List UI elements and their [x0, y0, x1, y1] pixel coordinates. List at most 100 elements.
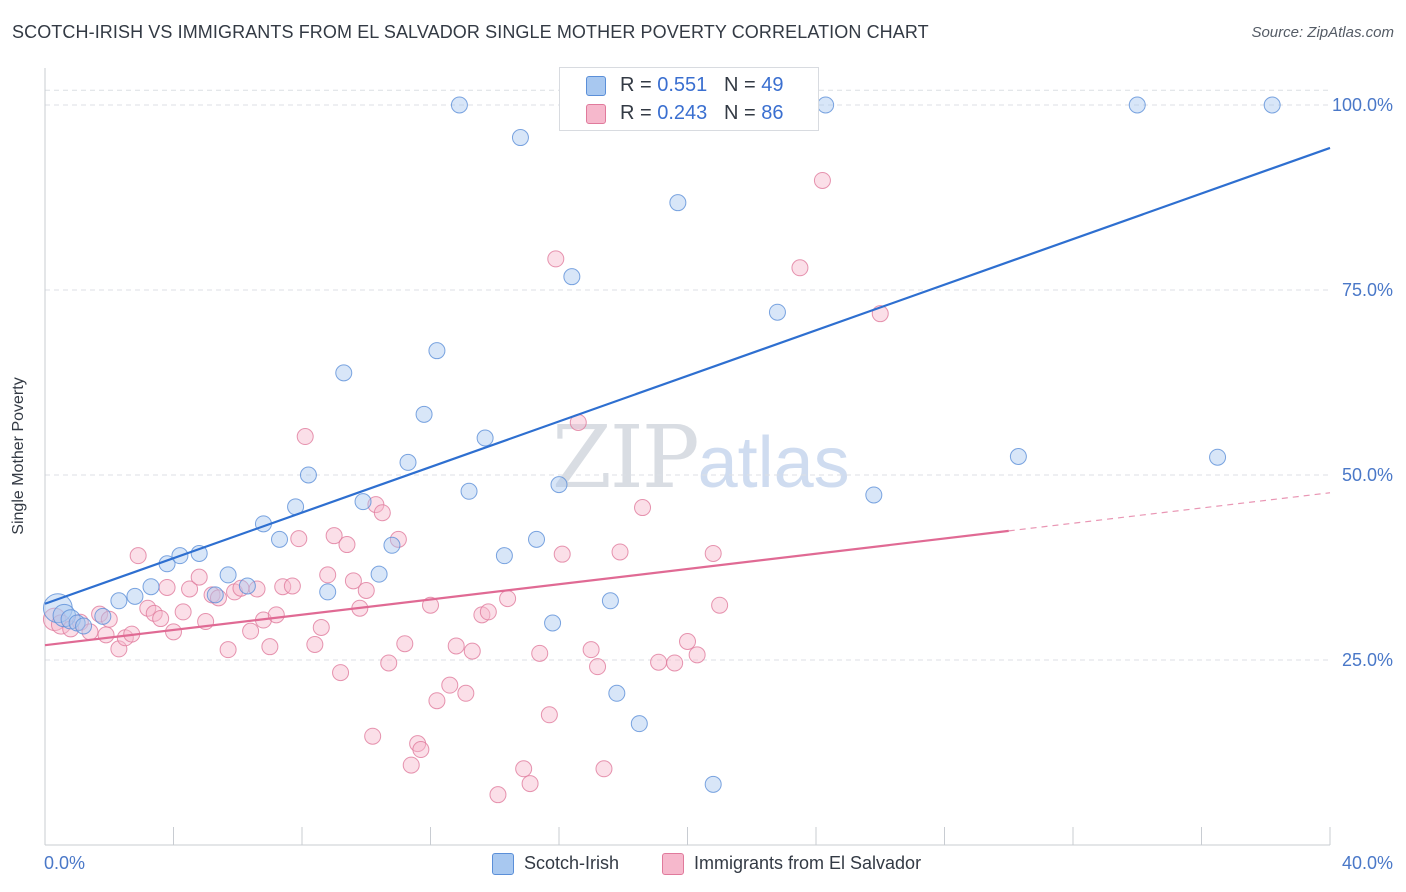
- y-tick-label: 75.0%: [1342, 280, 1393, 300]
- el-salvador-point: [91, 605, 109, 623]
- scotch-irish-point: [601, 592, 619, 610]
- el-salvador-point: [261, 638, 279, 656]
- el-salvador-point: [158, 578, 176, 596]
- scotch-irish-trend-line: [44, 146, 1331, 605]
- scotch-irish-point: [1128, 96, 1146, 114]
- el-salvador-point: [813, 171, 831, 189]
- el-salvador-point: [190, 568, 208, 586]
- scotch-irish-point: [110, 592, 128, 610]
- el-salvador-trend-line: [44, 529, 1009, 647]
- legend-swatch-pink: [586, 104, 606, 124]
- series-legend-label: Scotch-Irish: [524, 853, 620, 873]
- el-salvador-point: [463, 642, 481, 660]
- el-salvador-point: [325, 527, 343, 545]
- el-salvador-point: [489, 786, 507, 804]
- el-salvador-point: [283, 577, 301, 595]
- legend-r-value: 0.551: [657, 74, 708, 96]
- el-salvador-point: [611, 543, 629, 561]
- scotch-irish-point: [495, 547, 513, 565]
- el-salvador-point: [129, 547, 147, 565]
- el-salvador-point: [364, 727, 382, 745]
- el-salvador-point: [152, 610, 170, 628]
- scotch-irish-point: [1209, 448, 1227, 466]
- scotch-irish-point: [299, 466, 317, 484]
- el-salvador-point: [319, 566, 337, 584]
- legend-swatch-blue: [586, 76, 606, 96]
- scotch-irish-point: [399, 453, 417, 471]
- y-tick-label: 50.0%: [1342, 465, 1393, 485]
- el-salvador-point: [595, 760, 613, 778]
- scotch-irish-point: [415, 405, 433, 423]
- el-salvador-point: [312, 618, 330, 636]
- series-swatch-blue: [492, 853, 514, 875]
- el-salvador-point: [42, 607, 67, 631]
- legend-text: R = 0.551 N = 49: [620, 74, 784, 96]
- series-swatch-pink: [662, 853, 684, 875]
- el-salvador-point: [338, 536, 356, 554]
- legend-r-value: 0.243: [657, 102, 708, 124]
- source-label: Source: ZipAtlas.com: [1251, 24, 1394, 41]
- scotch-irish-point: [319, 583, 337, 601]
- el-salvador-point: [711, 596, 729, 614]
- y-tick-label: 25.0%: [1342, 650, 1393, 670]
- el-salvador-point: [267, 606, 285, 624]
- scotch-irish-point: [94, 607, 112, 625]
- el-salvador-point: [479, 603, 497, 621]
- x-tick-label: 40.0%: [1342, 853, 1393, 873]
- legend-n-value: 86: [761, 102, 784, 124]
- scotch-irish-point: [511, 129, 529, 147]
- el-salvador-point: [634, 499, 652, 517]
- el-salvador-point: [447, 637, 465, 655]
- axis-layer: [44, 68, 1331, 846]
- scotch-irish-point: [528, 530, 546, 548]
- scotch-irish-point: [460, 482, 478, 500]
- chart-title: SCOTCH-IRISH VS IMMIGRANTS FROM EL SALVA…: [12, 22, 929, 42]
- el-salvador-trend-extension: [1008, 492, 1331, 532]
- el-salvador-point: [428, 692, 446, 710]
- scotch-irish-point: [544, 614, 562, 632]
- scotch-irish-point: [450, 96, 468, 114]
- el-salvador-point: [688, 646, 706, 664]
- watermark: ZIPatlas: [552, 408, 850, 508]
- el-salvador-point: [402, 756, 420, 774]
- scotch-irish-point: [669, 194, 687, 212]
- el-salvador-point: [396, 635, 414, 653]
- scotch-irish-point: [608, 684, 626, 702]
- el-salvador-point: [547, 250, 565, 268]
- el-salvador-point: [650, 653, 668, 671]
- scotch-irish-point: [563, 268, 581, 286]
- el-salvador-point: [373, 504, 391, 522]
- scotch-irish-point: [768, 303, 786, 321]
- scotch-irish-point: [383, 536, 401, 554]
- el-salvador-point: [412, 741, 430, 759]
- el-salvador-point: [704, 544, 722, 562]
- scotch-irish-point: [817, 96, 835, 114]
- series-legend: Scotch-Irish Immigrants from El Salvador: [0, 852, 1406, 878]
- el-salvador-point: [274, 578, 292, 596]
- scotch-irish-point: [704, 775, 722, 793]
- correlation-legend: R = 0.551 N = 49 R = 0.243 N = 86: [559, 67, 819, 131]
- el-salvador-point: [666, 654, 684, 672]
- scotch-irish-point: [550, 476, 568, 494]
- el-salvador-point: [248, 580, 266, 598]
- el-salvador-point: [515, 760, 533, 778]
- el-salvador-point: [540, 706, 558, 724]
- el-salvador-point: [306, 635, 324, 653]
- el-salvador-point: [582, 641, 600, 659]
- y-tick-label: 100.0%: [1332, 95, 1393, 115]
- el-salvador-point: [357, 581, 375, 599]
- el-salvador-point: [296, 428, 314, 446]
- scotch-irish-point: [476, 429, 494, 447]
- el-salvador-point: [422, 596, 439, 614]
- legend-n-value: 49: [761, 74, 784, 96]
- el-salvador-point: [457, 684, 475, 702]
- el-salvador-point: [344, 572, 362, 590]
- scotch-irish-point: [271, 530, 289, 548]
- trend-layer: [44, 146, 1331, 647]
- scotch-irish-point: [75, 617, 93, 635]
- el-salvador-point: [441, 676, 459, 694]
- scotch-irish-point: [865, 486, 883, 504]
- el-salvador-point: [589, 658, 607, 676]
- el-salvador-point: [521, 775, 539, 793]
